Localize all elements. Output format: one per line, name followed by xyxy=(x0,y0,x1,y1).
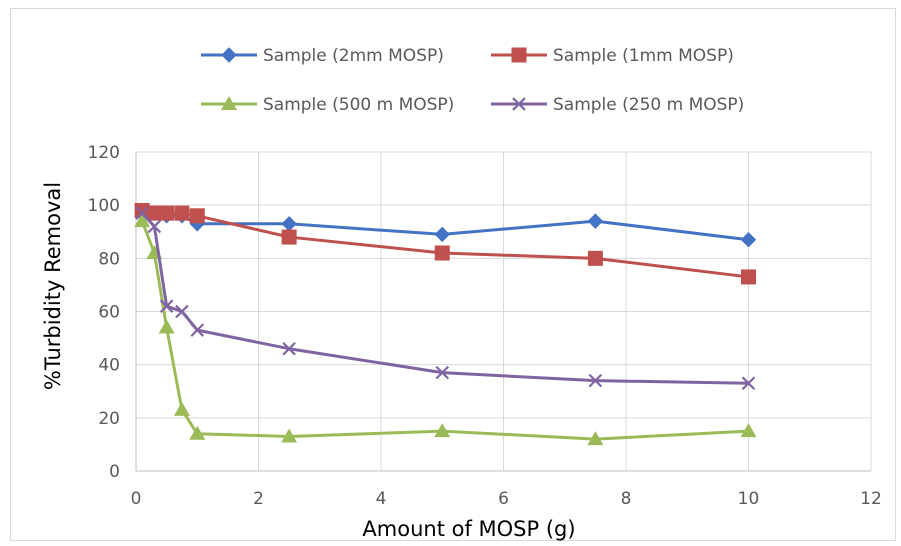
data-point xyxy=(173,401,190,416)
y-tick-label: 0 xyxy=(109,462,120,482)
x-tick-label: 2 xyxy=(253,489,264,509)
y-tick-label: 80 xyxy=(98,249,120,269)
data-point xyxy=(741,376,756,391)
legend-label: Sample (2mm MOSP) xyxy=(263,46,444,66)
chart-area-border xyxy=(10,8,896,541)
legend-entry: Sample (500 m MOSP) xyxy=(201,95,454,115)
legend-entry: Sample (2mm MOSP) xyxy=(201,46,444,66)
x-tick-label: 6 xyxy=(498,489,509,509)
data-point xyxy=(146,205,162,221)
series-3 xyxy=(134,213,757,446)
data-point xyxy=(281,428,298,443)
x-tick-label: 12 xyxy=(860,489,882,509)
y-tick-label: 60 xyxy=(98,303,120,323)
gridlines xyxy=(136,151,872,471)
data-point xyxy=(134,202,150,218)
data-point xyxy=(135,206,149,220)
legend-marker xyxy=(221,47,237,63)
series-layer xyxy=(134,202,757,446)
x-axis-title: Amount of MOSP (g) xyxy=(362,517,575,541)
data-point xyxy=(190,323,205,337)
legend-marker xyxy=(512,97,526,111)
x-tick-label: 4 xyxy=(376,489,387,509)
legend-marker xyxy=(511,47,527,63)
axes: 0 20 40 60 80 100 120 0 2 4 6 8 10 12 xyxy=(88,143,882,509)
data-point xyxy=(159,205,175,221)
legend-entry: Sample (250 m MOSP) xyxy=(491,95,744,115)
data-point xyxy=(588,373,603,388)
x-tick-label: 8 xyxy=(621,489,632,509)
data-point xyxy=(740,423,757,438)
data-point xyxy=(134,213,151,228)
data-point xyxy=(587,431,604,446)
legend-label: Sample (1mm MOSP) xyxy=(553,46,734,66)
data-point xyxy=(147,219,162,234)
data-point xyxy=(434,226,450,243)
x-tick-label: 10 xyxy=(738,489,760,509)
data-point xyxy=(158,319,175,334)
data-point xyxy=(434,245,450,261)
y-tick-label: 20 xyxy=(98,409,120,429)
data-point xyxy=(174,205,190,221)
x-tick-label: 0 xyxy=(131,489,142,509)
series-4 xyxy=(135,206,756,391)
data-point xyxy=(435,365,450,380)
data-point xyxy=(281,229,297,245)
data-point xyxy=(434,423,451,438)
series-2 xyxy=(134,202,756,285)
y-tick-label: 120 xyxy=(88,143,120,163)
legend: Sample (2mm MOSP) Sample (1mm MOSP) Sample… xyxy=(201,46,744,115)
y-tick-label: 40 xyxy=(98,356,120,376)
data-point xyxy=(282,341,296,356)
legend-label: Sample (250 m MOSP) xyxy=(553,95,744,115)
y-tick-label: 100 xyxy=(88,196,120,216)
data-point xyxy=(189,208,205,224)
data-point xyxy=(587,250,603,266)
data-point xyxy=(175,304,189,319)
data-point xyxy=(159,299,174,313)
data-point xyxy=(189,425,206,440)
data-point xyxy=(741,269,756,285)
legend-entry: Sample (1mm MOSP) xyxy=(491,46,734,66)
data-point xyxy=(587,213,604,229)
legend-label: Sample (500 m MOSP) xyxy=(263,95,454,115)
legend-marker xyxy=(221,96,237,110)
y-axis-title: %Turbidity Removal xyxy=(41,182,65,390)
data-point xyxy=(740,232,757,248)
